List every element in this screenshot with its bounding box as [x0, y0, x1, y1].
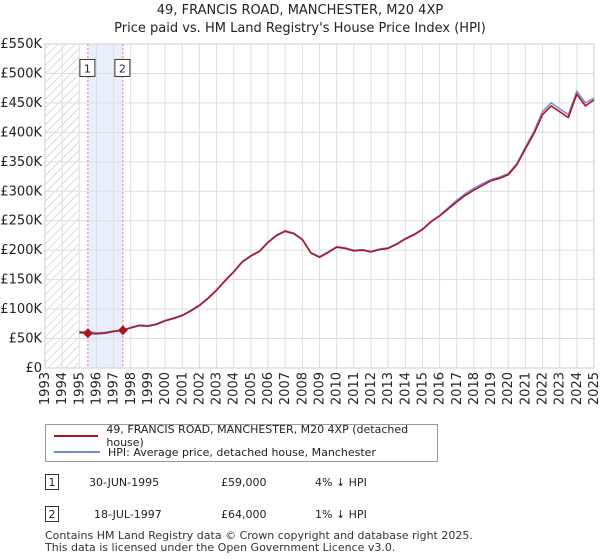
x-tick-label: 2002: [192, 372, 207, 405]
x-tick-label: 2015: [415, 372, 430, 405]
transaction-date: 30-JUN-1995: [89, 476, 160, 489]
transaction-number-badge: 1: [45, 474, 59, 490]
x-tick-label: 2001: [175, 372, 190, 405]
x-tick-label: 1993: [38, 372, 53, 405]
transaction-hpi-diff: 1% ↓ HPI: [315, 508, 367, 521]
x-tick-label: 1997: [107, 372, 122, 405]
x-tick-label: 1998: [124, 372, 139, 405]
legend: 49, FRANCIS ROAD, MANCHESTER, M20 4XP (d…: [45, 423, 438, 462]
x-tick-label: 2007: [278, 372, 293, 405]
legend-item-hpi: HPI: Average price, detached house, Manc…: [54, 444, 376, 460]
x-tick-label: 2009: [313, 372, 328, 405]
y-tick-label: £500K: [0, 66, 42, 81]
x-tick-label: 2006: [261, 372, 276, 405]
x-tick-label: 2004: [227, 372, 242, 405]
x-tick-label: 2017: [450, 372, 465, 405]
chart: 49, FRANCIS ROAD, MANCHESTER, M20 4XP Pr…: [0, 3, 600, 405]
x-tick-label: 2014: [398, 372, 413, 405]
legend-swatch-blue: [54, 451, 100, 453]
x-tick-label: 2013: [381, 372, 396, 405]
transaction-price: £64,000: [221, 508, 267, 521]
y-tick-label: £200K: [0, 243, 42, 258]
x-tick-label: 2020: [501, 372, 516, 405]
y-tick-label: £250K: [0, 214, 42, 229]
transaction-date: 18-JUL-1997: [94, 508, 162, 521]
legend-label-hpi: HPI: Average price, detached house, Manc…: [108, 445, 376, 459]
x-tick-label: 2018: [467, 372, 482, 405]
x-tick-label: 2023: [553, 372, 568, 405]
y-tick-label: £0: [25, 361, 42, 376]
x-tick-label: 1996: [89, 372, 104, 405]
sale-label: 2: [119, 62, 126, 75]
x-tick-label: 2022: [536, 372, 551, 405]
y-tick-label: £150K: [0, 273, 42, 288]
x-tick-label: 2025: [587, 372, 600, 405]
x-tick-label: 2019: [484, 372, 499, 405]
footer-licence: This data is licensed under the Open Gov…: [45, 541, 396, 554]
transaction-number-badge: 2: [45, 506, 59, 522]
y-tick-label: £100K: [0, 302, 42, 317]
legend-label-property: 49, FRANCIS ROAD, MANCHESTER, M20 4XP (d…: [106, 423, 409, 449]
price-paid-line: [79, 93, 595, 335]
x-tick-label: 2021: [518, 372, 533, 405]
y-tick-label: £450K: [0, 96, 42, 111]
legend-item-property: 49, FRANCIS ROAD, MANCHESTER, M20 4XP (d…: [54, 423, 437, 449]
x-tick-label: 2005: [244, 372, 259, 405]
sale-label: 1: [84, 62, 91, 75]
sale-label-box: [114, 58, 131, 77]
shaded-region: [87, 44, 123, 368]
y-tick-label: £400K: [0, 125, 42, 140]
y-tick-label: £300K: [0, 184, 42, 199]
transaction-price: £59,000: [221, 476, 267, 489]
x-tick-label: 2008: [295, 372, 310, 405]
legend-swatch-red: [54, 435, 99, 437]
chart-subtitle: Price paid vs. HM Land Registry's House …: [114, 21, 486, 36]
y-tick-label: £50K: [9, 332, 43, 347]
sale-label-box: [79, 58, 96, 77]
footer: Contains HM Land Registry data © Crown c…: [45, 530, 473, 554]
x-tick-label: 2012: [364, 372, 379, 405]
x-tick-label: 2003: [210, 372, 225, 405]
chart-title: 49, FRANCIS ROAD, MANCHESTER, M20 4XP: [157, 3, 444, 18]
footer-copyright: Contains HM Land Registry data © Crown c…: [45, 529, 473, 542]
x-tick-label: 2016: [433, 372, 448, 405]
x-tick-label: 2024: [570, 372, 585, 405]
x-tick-label: 2011: [347, 372, 362, 405]
x-tick-label: 1995: [72, 372, 87, 405]
y-tick-label: £550K: [0, 37, 42, 52]
plot-frame: [44, 43, 595, 369]
x-tick-label: 2000: [158, 372, 173, 405]
x-tick-label: 2010: [330, 372, 345, 405]
x-tick-label: 1999: [141, 372, 156, 405]
y-tick-label: £350K: [0, 155, 42, 170]
x-tick-label: 1994: [55, 372, 70, 405]
transaction-hpi-diff: 4% ↓ HPI: [315, 476, 367, 489]
